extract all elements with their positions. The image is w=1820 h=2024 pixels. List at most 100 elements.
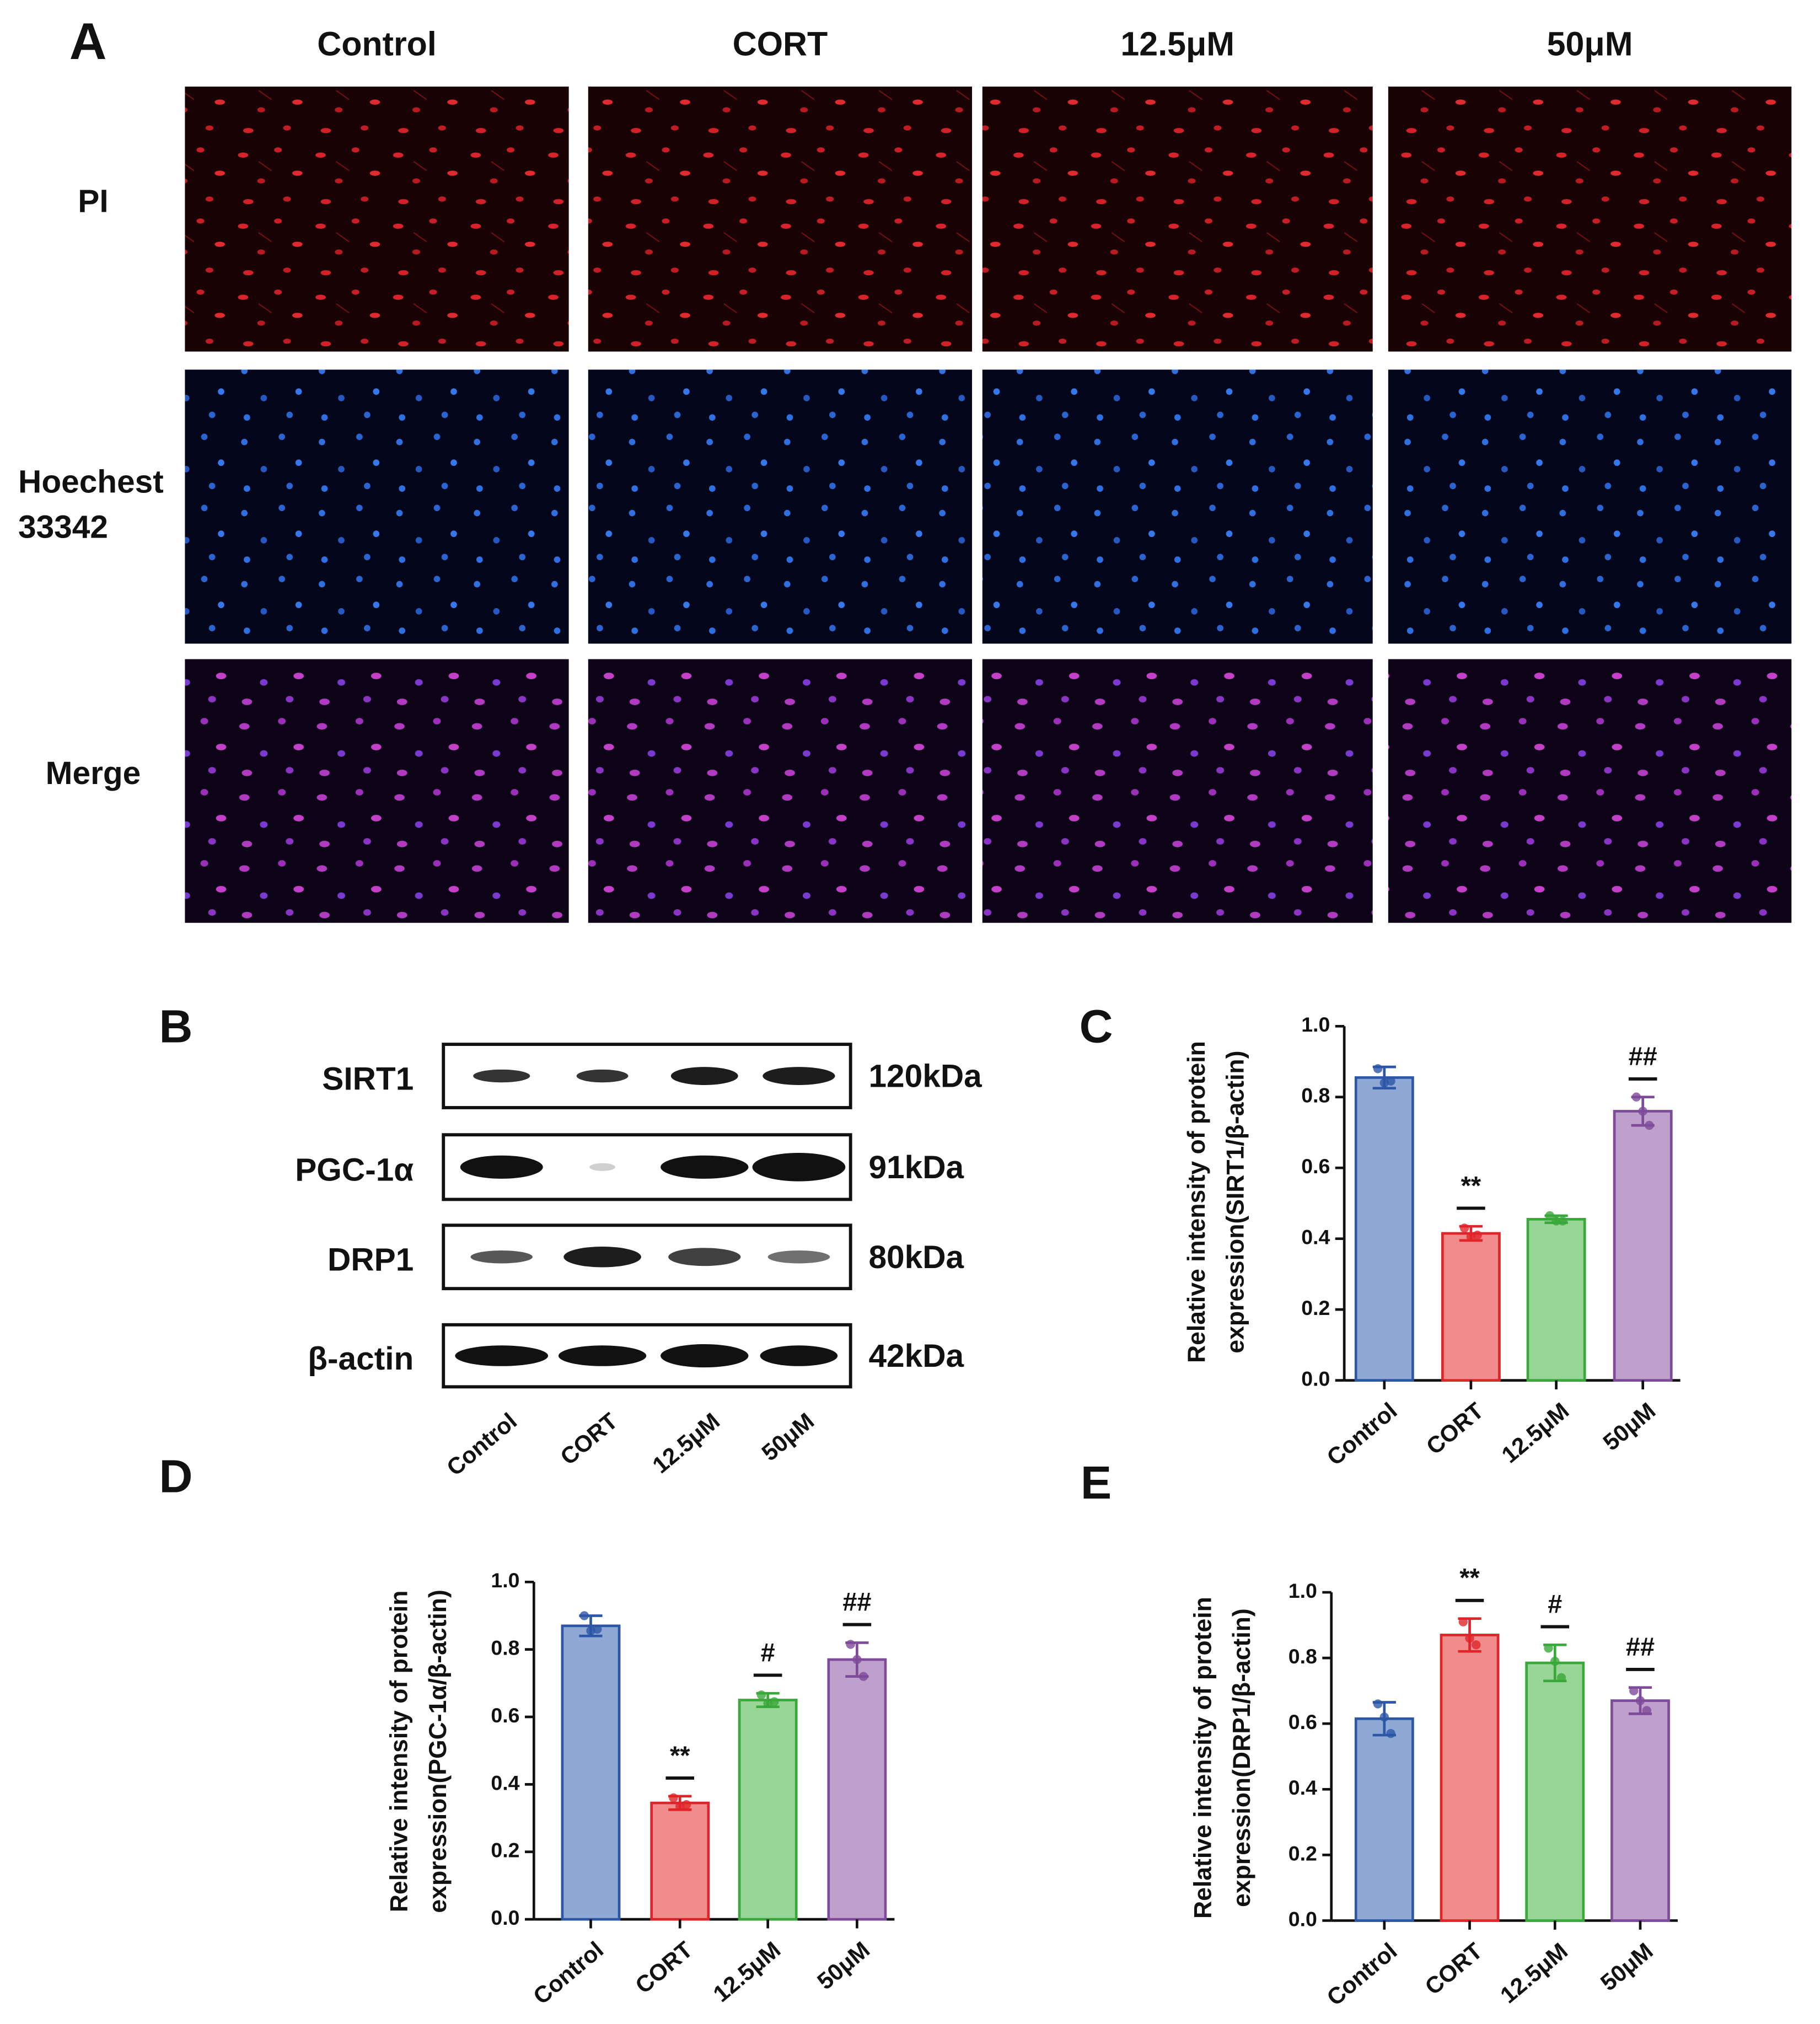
bar bbox=[1354, 1717, 1414, 1922]
data-point bbox=[852, 1655, 862, 1665]
y-tick-label: 0.4 bbox=[1289, 1776, 1317, 1799]
micrograph bbox=[588, 87, 973, 352]
blot-band bbox=[589, 1163, 616, 1171]
panel-label: A bbox=[69, 12, 107, 70]
data-point bbox=[770, 1697, 779, 1706]
bar bbox=[738, 1699, 798, 1921]
lane-label: Control bbox=[442, 1408, 522, 1480]
micrograph bbox=[982, 369, 1373, 644]
data-point bbox=[1386, 1728, 1395, 1738]
significance-mark: # bbox=[1548, 1590, 1562, 1618]
x-tick-label: Control bbox=[1322, 1937, 1402, 2010]
y-tick-label: 0.0 bbox=[1301, 1367, 1330, 1391]
panel-label: D bbox=[159, 1450, 193, 1502]
data-point bbox=[1556, 1673, 1566, 1683]
significance-mark: ** bbox=[670, 1741, 690, 1770]
protein-label: SIRT1 bbox=[322, 1061, 414, 1097]
data-point bbox=[1458, 1617, 1468, 1626]
protein-label: DRP1 bbox=[328, 1242, 414, 1278]
data-point bbox=[1544, 1644, 1553, 1653]
y-tick-label: 0.8 bbox=[491, 1636, 519, 1660]
data-point bbox=[579, 1611, 589, 1620]
y-tick-label: 0.6 bbox=[491, 1704, 519, 1727]
blot-band bbox=[661, 1344, 749, 1368]
lane-label: 50μM bbox=[756, 1408, 819, 1465]
data-point bbox=[1629, 1686, 1639, 1695]
data-point bbox=[1638, 1107, 1647, 1116]
micrograph bbox=[1388, 369, 1792, 644]
bar bbox=[650, 1801, 710, 1921]
y-tick-label: 0.0 bbox=[491, 1906, 519, 1929]
data-point bbox=[1635, 1696, 1645, 1705]
weight-label: 120kDa bbox=[868, 1059, 982, 1094]
micrograph bbox=[982, 659, 1373, 923]
blot-band bbox=[760, 1345, 838, 1366]
row-label: PI bbox=[78, 184, 108, 219]
bar bbox=[827, 1658, 887, 1921]
blot-band bbox=[558, 1345, 647, 1366]
data-point bbox=[1386, 1076, 1395, 1086]
significance-mark: ## bbox=[1629, 1042, 1657, 1071]
blot-band bbox=[767, 1250, 830, 1264]
data-point bbox=[1379, 1712, 1389, 1722]
y-axis-label: expression(DRP1/β-actin) bbox=[1228, 1608, 1255, 1907]
micrograph bbox=[588, 659, 973, 923]
data-point bbox=[1550, 1656, 1560, 1666]
x-tick-label: 50μM bbox=[1598, 1398, 1660, 1456]
y-tick-label: 0.2 bbox=[491, 1839, 519, 1862]
x-tick-label: 12.5μM bbox=[708, 1936, 786, 2007]
row-label: Hoechest bbox=[18, 464, 164, 500]
data-point bbox=[1545, 1211, 1555, 1221]
y-tick-label: 0.6 bbox=[1301, 1155, 1330, 1178]
significance-mark: ## bbox=[842, 1587, 871, 1616]
blot-band bbox=[563, 1246, 641, 1268]
x-tick-label: Control bbox=[528, 1936, 608, 2009]
data-point bbox=[1373, 1699, 1383, 1709]
blot-band bbox=[576, 1069, 629, 1083]
y-tick-label: 0.2 bbox=[1289, 1842, 1317, 1865]
column-label: 50μM bbox=[1547, 25, 1633, 62]
lane-label: 12.5μM bbox=[647, 1408, 724, 1478]
x-tick-label: 12.5μM bbox=[1495, 1937, 1572, 2008]
weight-label: 91kDa bbox=[868, 1150, 964, 1185]
lane-label: CORT bbox=[555, 1408, 622, 1470]
data-point bbox=[593, 1624, 602, 1634]
data-point bbox=[1631, 1092, 1641, 1102]
data-point bbox=[1373, 1064, 1383, 1073]
column-label: Control bbox=[317, 25, 437, 62]
bar bbox=[1610, 1699, 1670, 1922]
y-tick-label: 0.8 bbox=[1289, 1645, 1317, 1668]
y-axis-label: expression(PGC-1α/β-actin) bbox=[425, 1590, 452, 1913]
x-tick-label: CORT bbox=[1421, 1397, 1489, 1459]
micrograph bbox=[185, 87, 569, 352]
data-point bbox=[1465, 1634, 1474, 1643]
data-point bbox=[669, 1793, 678, 1803]
micrograph bbox=[1388, 659, 1792, 923]
x-tick-label: CORT bbox=[1420, 1937, 1487, 2000]
y-axis-label: expression(SIRT1/β-actin) bbox=[1222, 1051, 1249, 1354]
micrograph bbox=[1388, 87, 1792, 352]
blot-band bbox=[455, 1345, 549, 1366]
panel-label: C bbox=[1080, 1001, 1113, 1053]
y-tick-label: 1.0 bbox=[1289, 1579, 1317, 1602]
y-tick-label: 0.4 bbox=[491, 1771, 519, 1794]
y-tick-label: 0.8 bbox=[1301, 1084, 1330, 1107]
data-point bbox=[1551, 1216, 1561, 1226]
data-point bbox=[1459, 1223, 1469, 1233]
panel-label: B bbox=[159, 1001, 193, 1053]
data-point bbox=[1558, 1216, 1567, 1226]
row-label: Merge bbox=[46, 755, 141, 791]
y-axis-label: Relative intensity of protein bbox=[1190, 1597, 1217, 1919]
significance-mark: ** bbox=[1461, 1171, 1481, 1200]
bar bbox=[1526, 1217, 1586, 1382]
significance-mark: # bbox=[761, 1638, 775, 1667]
data-point bbox=[1472, 1640, 1481, 1650]
blot-band bbox=[763, 1067, 835, 1085]
column-label: 12.5μM bbox=[1120, 25, 1234, 62]
bar bbox=[1354, 1076, 1414, 1382]
data-point bbox=[1642, 1706, 1651, 1715]
blot-band bbox=[668, 1248, 741, 1266]
weight-label: 42kDa bbox=[868, 1338, 964, 1374]
significance-mark: ** bbox=[1459, 1564, 1480, 1592]
blot-band bbox=[670, 1067, 738, 1085]
